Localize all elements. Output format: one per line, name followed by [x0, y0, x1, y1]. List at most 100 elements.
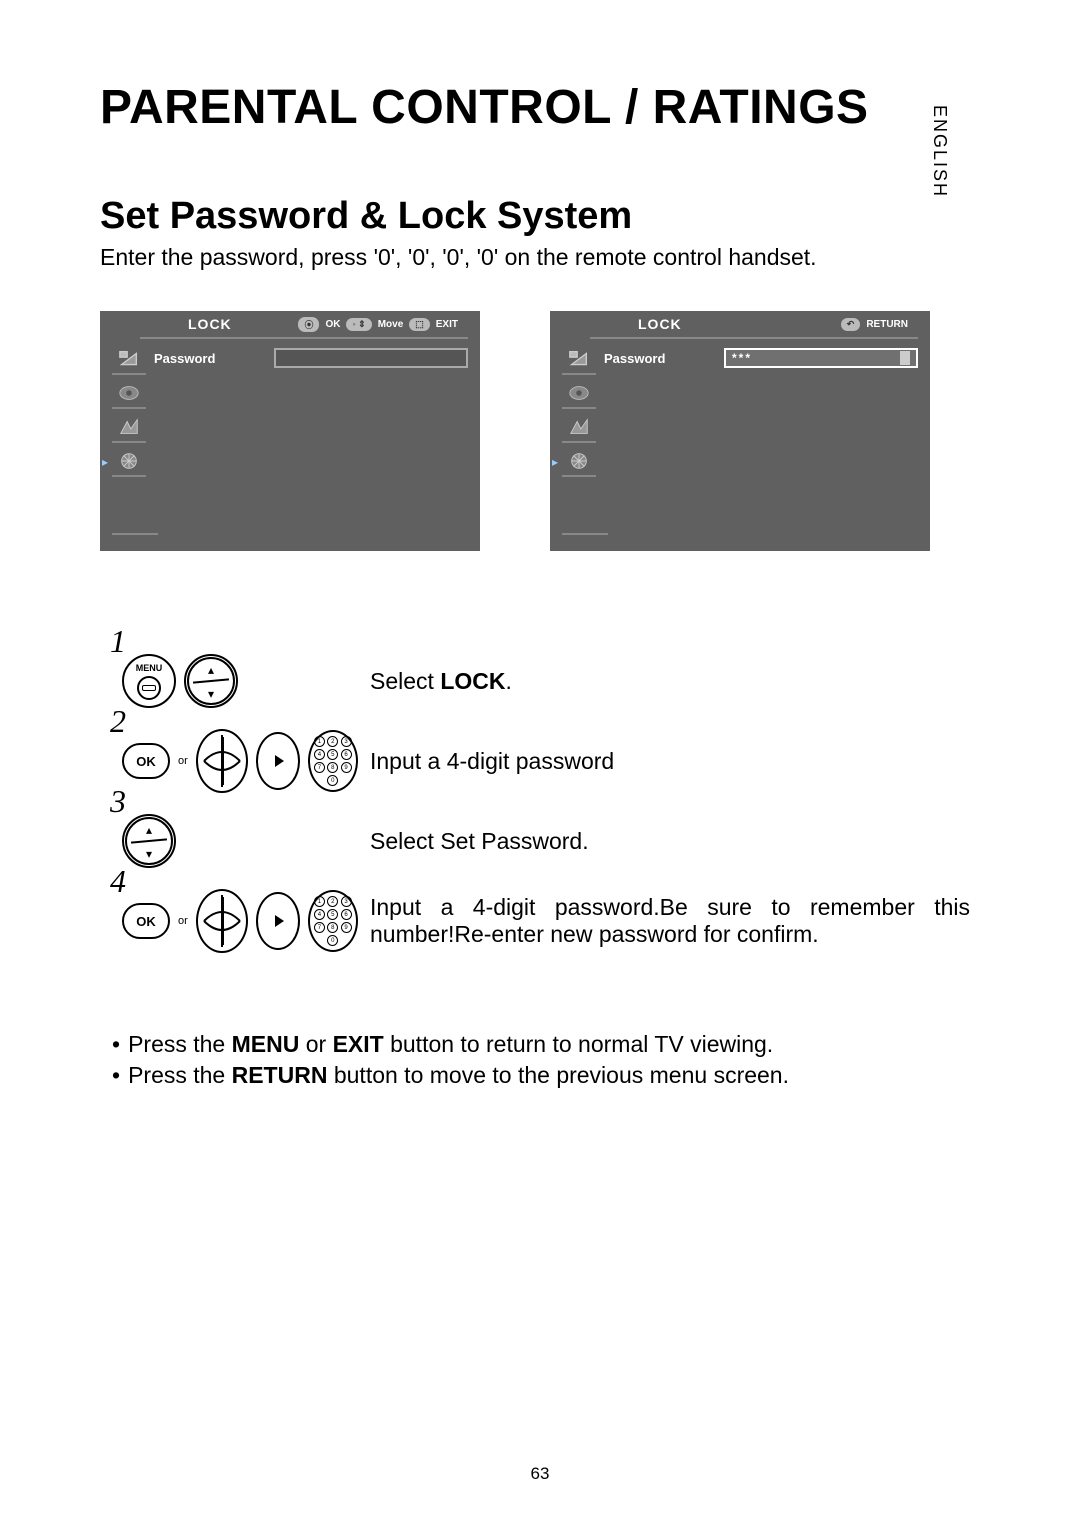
menu-inner-icon — [137, 676, 161, 700]
or-text: or — [178, 755, 188, 767]
option-category-icon — [562, 413, 596, 443]
menu-hints: ⦿OK ◦ ⇕Move ⬚EXIT — [298, 317, 458, 332]
ok-button-icon: OK — [122, 743, 170, 779]
cursor-icon — [900, 351, 910, 365]
note-1: • Press the MENU or EXIT button to retur… — [112, 1031, 1000, 1058]
step-1: 1 MENU ▴ ▾ Select LOCK. — [110, 641, 1000, 721]
note-bold-1: RETURN — [232, 1062, 328, 1088]
key-9-icon: 9 — [341, 922, 352, 933]
note-2: • Press the RETURN button to move to the… — [112, 1062, 1000, 1089]
return-pill-icon: ↶ — [841, 318, 861, 331]
numpad-icon: 123 456 789 0 — [308, 890, 358, 952]
bullet-icon: • — [112, 1031, 120, 1058]
footer-notes: • Press the MENU or EXIT button to retur… — [100, 1031, 1000, 1089]
ok-label: OK — [136, 754, 156, 769]
password-label: Password — [154, 351, 264, 366]
updown-button-icon: ▴ ▾ — [122, 814, 176, 868]
ok-label: OK — [136, 914, 156, 929]
numpad-icon: 123 456 789 0 — [308, 730, 358, 792]
password-field[interactable] — [274, 348, 468, 368]
hint-ok: OK — [325, 319, 340, 330]
time-category-icon — [112, 379, 146, 409]
key-9-icon: 9 — [341, 762, 352, 773]
up-arrow-icon: ▴ — [208, 663, 214, 677]
ok-button-icon: OK — [122, 903, 170, 939]
hint-return: RETURN — [866, 319, 908, 330]
step-3: 3 ▴ ▾ Select Set Password. — [110, 801, 1000, 881]
password-field[interactable]: *** — [724, 348, 918, 368]
step-number: 3 — [110, 783, 126, 820]
key-1-icon: 1 — [314, 736, 325, 747]
settings-category-icon: ▸ — [112, 447, 146, 477]
dpad-button-icon — [196, 729, 248, 793]
password-label: Password — [604, 351, 714, 366]
divider — [562, 533, 608, 535]
note-post: button to move to the previous menu scre… — [327, 1062, 789, 1088]
note-pre: Press the — [128, 1031, 232, 1057]
down-arrow-icon: ▾ — [208, 687, 214, 701]
key-7-icon: 7 — [314, 922, 325, 933]
time-category-icon — [562, 379, 596, 409]
section-title: Set Password & Lock System — [100, 195, 1000, 238]
menu-hints: ↶ RETURN — [841, 318, 908, 331]
settings-category-icon: ▸ — [562, 447, 596, 477]
key-5-icon: 5 — [327, 909, 338, 920]
menu-content: Password *** — [604, 345, 918, 545]
step-3-icons: ▴ ▾ — [110, 814, 360, 868]
menu-header: LOCK ⦿OK ◦ ⇕Move ⬚EXIT — [140, 311, 468, 339]
right-button-icon — [256, 732, 300, 790]
dpad-button-icon — [196, 889, 248, 953]
down-arrow-icon: ▾ — [146, 847, 152, 861]
key-3-icon: 3 — [341, 896, 352, 907]
lock-category-icon — [112, 345, 146, 375]
key-8-icon: 8 — [327, 762, 338, 773]
password-value: *** — [732, 351, 752, 365]
key-0-icon: 0 — [327, 935, 338, 946]
key-5-icon: 5 — [327, 749, 338, 760]
lock-category-icon — [562, 345, 596, 375]
up-arrow-icon: ▴ — [146, 823, 152, 837]
tv-menu-screenshot-1: LOCK ⦿OK ◦ ⇕Move ⬚EXIT ▸ — [100, 311, 480, 551]
intro-text: Enter the password, press '0', '0', '0',… — [100, 244, 1000, 271]
move-pill-icon: ◦ ⇕ — [346, 318, 371, 331]
key-3-icon: 3 — [341, 736, 352, 747]
menu-title: LOCK — [638, 316, 682, 332]
step-4-icons: OK or 123 456 789 0 — [110, 889, 360, 953]
password-row: Password *** — [604, 345, 918, 371]
category-icons: ▸ — [562, 345, 596, 545]
step-number: 1 — [110, 623, 126, 660]
note-post: button to return to normal TV viewing. — [384, 1031, 774, 1057]
tv-menu-screenshot-2: LOCK ↶ RETURN ▸ — [550, 311, 930, 551]
right-arrow-icon — [275, 915, 284, 927]
step-text-pre: Select — [370, 668, 440, 694]
key-6-icon: 6 — [341, 749, 352, 760]
menu-button-icon: MENU — [122, 654, 176, 708]
page-number: 63 — [531, 1464, 550, 1484]
steps-list: 1 MENU ▴ ▾ Select LOCK. 2 OK or — [110, 641, 1000, 961]
page-title: PARENTAL CONTROL / RATINGS — [100, 80, 1000, 135]
step-number: 4 — [110, 863, 126, 900]
password-row: Password — [154, 345, 468, 371]
key-1-icon: 1 — [314, 896, 325, 907]
divider — [112, 533, 158, 535]
note-mid: or — [299, 1031, 332, 1057]
exit-pill-icon: ⬚ — [409, 318, 430, 331]
updown-button-icon: ▴ ▾ — [184, 654, 238, 708]
key-7-icon: 7 — [314, 762, 325, 773]
selection-marker-icon: ▸ — [552, 455, 558, 469]
key-8-icon: 8 — [327, 922, 338, 933]
step-text-bold: LOCK — [440, 668, 505, 694]
option-category-icon — [112, 413, 146, 443]
ok-pill-icon: ⦿ — [298, 317, 319, 332]
step-3-text: Select Set Password. — [370, 828, 1000, 855]
menu-header: LOCK ↶ RETURN — [590, 311, 918, 339]
step-1-icons: MENU ▴ ▾ — [110, 654, 360, 708]
step-2: 2 OK or 123 456 789 0 Input a 4-digit pa… — [110, 721, 1000, 801]
right-button-icon — [256, 892, 300, 950]
step-1-text: Select LOCK. — [370, 668, 1000, 695]
key-4-icon: 4 — [314, 909, 325, 920]
menu-title: LOCK — [188, 316, 232, 332]
key-6-icon: 6 — [341, 909, 352, 920]
hint-exit: EXIT — [436, 319, 458, 330]
step-text-post: . — [506, 668, 512, 694]
